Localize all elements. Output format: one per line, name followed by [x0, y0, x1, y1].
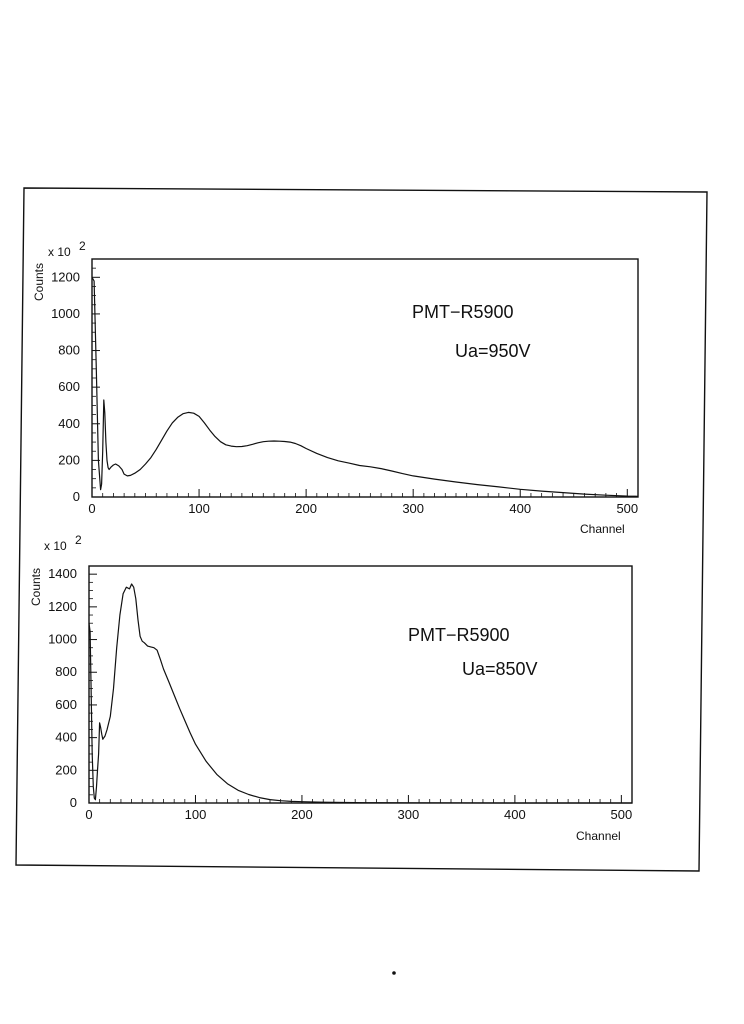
y-tick-label: 1200: [48, 599, 77, 614]
x-tick-label: 300: [402, 501, 424, 516]
x-tick-label: 400: [504, 807, 526, 822]
y-multiplier: x 10: [44, 539, 67, 553]
x-tick-label: 300: [398, 807, 420, 822]
y-axis-label: Counts: [32, 263, 46, 301]
x-tick-label: 400: [509, 501, 531, 516]
y-tick-label: 600: [55, 697, 77, 712]
y-tick-label: 0: [70, 795, 77, 810]
y-tick-label: 400: [55, 730, 77, 745]
y-tick-label: 1200: [51, 269, 80, 284]
y-tick-label: 1000: [51, 306, 80, 321]
x-tick-label: 500: [616, 501, 638, 516]
plot-frame: [91, 258, 639, 498]
x-tick-label: 500: [611, 807, 633, 822]
x-tick-label: 100: [185, 807, 207, 822]
x-axis-label: Channel: [580, 522, 625, 536]
y-tick-label: 200: [55, 762, 77, 777]
x-tick-label: 0: [85, 807, 92, 822]
x-tick-label: 100: [188, 501, 210, 516]
y-tick-label: 1400: [48, 566, 77, 581]
series-line-1: [91, 277, 639, 497]
scan-speck: [392, 971, 396, 975]
series-line-1: [88, 583, 632, 804]
x-tick-label: 200: [295, 501, 317, 516]
y-multiplier-exponent: 2: [75, 533, 82, 547]
y-tick-label: 800: [58, 343, 80, 358]
y-tick-label: 1000: [48, 632, 77, 647]
chart-panel-1: 0 100 200 300 400 500 0 200 400 600 800 1000 1200 x 1…: [32, 239, 639, 536]
y-axis-label: Counts: [29, 568, 43, 606]
annotation-voltage-label: Ua=950V: [455, 341, 531, 361]
annotation-tube-label: PMT−R5900: [408, 625, 510, 645]
x-tick-label: 0: [88, 501, 95, 516]
y-tick-label: 0: [73, 489, 80, 504]
chart-panel-2: 0 100 200 300 400 500 0 200 400 600 800 1000 1200 140…: [29, 533, 633, 843]
x-tick-label: 200: [291, 807, 313, 822]
x-axis-label: Channel: [576, 829, 621, 843]
y-multiplier: x 10: [48, 245, 71, 259]
y-tick-label: 400: [58, 416, 80, 431]
annotation-voltage-label: Ua=850V: [462, 659, 538, 679]
y-multiplier-exponent: 2: [79, 239, 86, 253]
y-tick-label: 600: [58, 379, 80, 394]
annotation-tube-label: PMT−R5900: [412, 302, 514, 322]
figure-border: [15, 187, 708, 872]
y-tick-label: 800: [55, 664, 77, 679]
y-tick-label: 200: [58, 452, 80, 467]
